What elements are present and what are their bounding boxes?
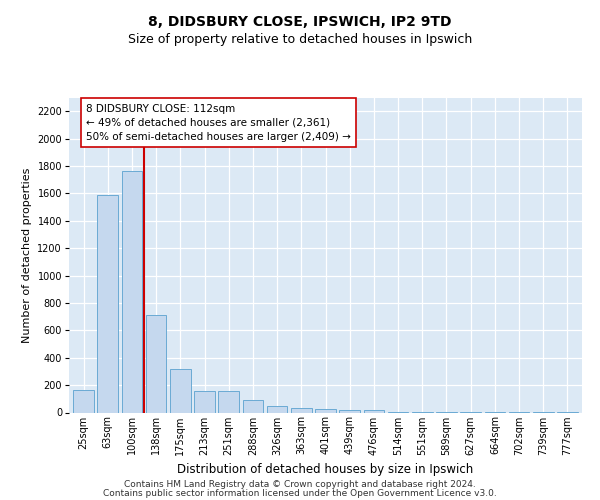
Bar xyxy=(242,400,263,412)
Bar xyxy=(218,392,239,412)
X-axis label: Distribution of detached houses by size in Ipswich: Distribution of detached houses by size … xyxy=(178,463,473,476)
Text: Contains HM Land Registry data © Crown copyright and database right 2024.: Contains HM Land Registry data © Crown c… xyxy=(124,480,476,489)
Bar xyxy=(170,370,191,412)
Bar xyxy=(291,408,311,412)
Bar xyxy=(146,316,166,412)
Bar xyxy=(97,194,118,412)
Bar xyxy=(73,390,94,412)
Bar xyxy=(122,172,142,412)
Text: 8, DIDSBURY CLOSE, IPSWICH, IP2 9TD: 8, DIDSBURY CLOSE, IPSWICH, IP2 9TD xyxy=(148,15,452,29)
Y-axis label: Number of detached properties: Number of detached properties xyxy=(22,168,32,342)
Bar xyxy=(267,406,287,412)
Bar xyxy=(364,410,384,412)
Bar xyxy=(315,410,336,412)
Bar xyxy=(340,410,360,412)
Text: Size of property relative to detached houses in Ipswich: Size of property relative to detached ho… xyxy=(128,32,472,46)
Text: Contains public sector information licensed under the Open Government Licence v3: Contains public sector information licen… xyxy=(103,490,497,498)
Text: 8 DIDSBURY CLOSE: 112sqm
← 49% of detached houses are smaller (2,361)
50% of sem: 8 DIDSBURY CLOSE: 112sqm ← 49% of detach… xyxy=(86,104,351,142)
Bar xyxy=(194,390,215,412)
